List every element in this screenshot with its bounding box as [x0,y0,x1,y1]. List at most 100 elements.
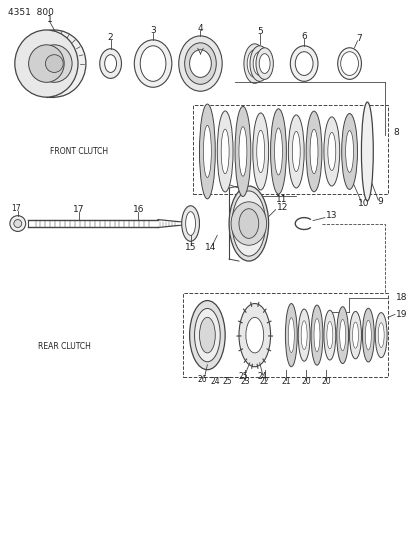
Ellipse shape [247,50,262,77]
Text: 26: 26 [197,375,207,384]
Ellipse shape [324,117,340,186]
Ellipse shape [200,317,215,353]
Text: 24: 24 [258,372,268,381]
Ellipse shape [341,52,359,75]
Text: 20: 20 [302,377,311,386]
Text: 17: 17 [11,204,21,213]
Ellipse shape [134,40,172,87]
Text: 14: 14 [205,243,216,252]
Ellipse shape [195,309,220,362]
Ellipse shape [257,130,265,173]
Ellipse shape [337,306,348,364]
Ellipse shape [340,319,346,351]
Ellipse shape [328,132,336,171]
Ellipse shape [239,209,259,238]
Text: 19: 19 [396,310,408,319]
Ellipse shape [239,303,271,367]
Circle shape [14,220,22,228]
Ellipse shape [353,322,359,348]
Ellipse shape [378,323,384,348]
Ellipse shape [246,317,264,353]
Ellipse shape [253,52,266,75]
Ellipse shape [235,107,251,197]
Text: FRONT CLUTCH: FRONT CLUTCH [50,147,108,156]
Ellipse shape [285,303,297,367]
Text: 10: 10 [358,199,369,208]
Text: 23: 23 [240,377,250,386]
Text: 13: 13 [326,211,337,220]
Ellipse shape [350,311,361,359]
Circle shape [10,216,26,231]
Ellipse shape [217,111,233,192]
Text: 2: 2 [108,34,113,43]
Ellipse shape [23,30,86,97]
Text: 4351  800: 4351 800 [8,9,54,17]
Ellipse shape [341,114,357,189]
Ellipse shape [244,44,266,83]
Ellipse shape [253,113,268,190]
Ellipse shape [346,131,354,172]
Text: 21: 21 [282,377,291,386]
Text: 3: 3 [150,27,156,36]
Ellipse shape [314,319,320,352]
Ellipse shape [190,301,225,370]
Ellipse shape [271,109,286,194]
Text: 16: 16 [133,205,144,214]
Ellipse shape [324,310,336,360]
Ellipse shape [298,309,310,361]
Ellipse shape [186,212,195,236]
Ellipse shape [256,48,273,79]
Ellipse shape [361,102,373,201]
Text: 1: 1 [47,14,52,23]
Bar [193,105,388,194]
Ellipse shape [221,129,229,174]
Ellipse shape [140,46,166,82]
Text: 7: 7 [357,34,362,43]
Text: 4: 4 [197,23,203,33]
Ellipse shape [45,55,63,72]
Ellipse shape [239,127,247,176]
Ellipse shape [306,111,322,192]
Ellipse shape [100,49,122,78]
Ellipse shape [338,48,361,79]
Ellipse shape [204,125,211,177]
Ellipse shape [362,308,374,362]
Ellipse shape [179,36,222,91]
Ellipse shape [292,131,300,172]
Ellipse shape [310,130,318,174]
Ellipse shape [301,321,307,350]
Ellipse shape [327,321,333,349]
Ellipse shape [259,54,270,74]
Ellipse shape [182,206,200,241]
Ellipse shape [288,115,304,188]
Text: REAR CLUTCH: REAR CLUTCH [38,343,91,351]
Text: 11: 11 [276,195,287,204]
Text: 6: 6 [301,33,307,42]
Ellipse shape [15,30,78,97]
Ellipse shape [29,45,64,82]
Ellipse shape [375,313,387,358]
Ellipse shape [288,318,294,352]
Ellipse shape [37,45,72,82]
Text: 17: 17 [73,205,85,214]
Text: 9: 9 [377,197,383,206]
Text: 25: 25 [222,377,232,386]
Text: 12: 12 [277,203,288,212]
Ellipse shape [105,55,117,72]
Text: 24: 24 [211,377,220,386]
Ellipse shape [366,320,371,350]
Ellipse shape [275,128,282,175]
Text: 22: 22 [260,377,269,386]
Ellipse shape [185,43,216,84]
Text: 15: 15 [185,243,196,252]
Ellipse shape [290,46,318,82]
Text: 5: 5 [257,28,263,36]
Ellipse shape [200,104,215,199]
Ellipse shape [311,305,323,365]
Ellipse shape [250,46,270,82]
Text: 18: 18 [396,293,408,302]
Text: 8: 8 [393,128,399,137]
Text: 20: 20 [321,377,331,386]
Ellipse shape [231,202,267,245]
Ellipse shape [190,50,211,77]
